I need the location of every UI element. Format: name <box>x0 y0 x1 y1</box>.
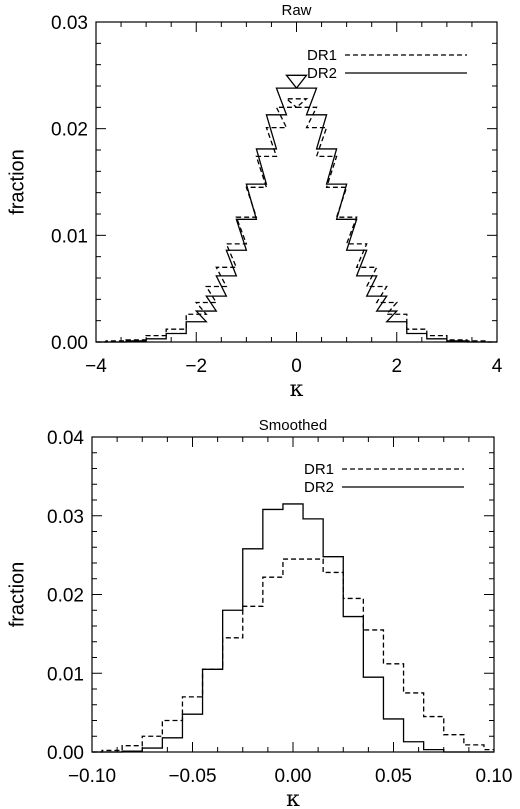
x-tick-label: −4 <box>85 356 107 377</box>
y-tick-label: 0.01 <box>51 226 88 247</box>
smoothed-panel: Smoothed −0.10 −0.05 0.00 0.05 0.10 0.00 0.01 0.… <box>6 417 512 809</box>
series-dr2-line <box>92 503 494 753</box>
y-axis-title: fraction <box>6 562 28 628</box>
legend-label-dr1: DR1 <box>304 461 334 478</box>
y-tick-label: 0.01 <box>47 664 84 685</box>
plot-frame <box>95 21 498 343</box>
raw-panel: Raw −4 −2 0 2 4 0.00 0.01 0.02 0.03 κ fraction DR1DR… <box>6 2 502 402</box>
y-tick-label: 0.00 <box>47 743 84 764</box>
series-dr1-line <box>96 98 497 343</box>
x-tick-label: −0.10 <box>68 766 116 787</box>
x-tick-label: 0 <box>291 356 302 377</box>
y-tick-label: 0.00 <box>51 333 88 354</box>
y-tick-label: 0.03 <box>47 507 84 528</box>
legend-label-dr2: DR2 <box>307 65 337 82</box>
x-axis-title: κ <box>290 377 304 402</box>
series-dr1-line <box>92 558 494 753</box>
y-axis-title: fraction <box>6 149 28 215</box>
y-tick-label: 0.02 <box>47 586 84 607</box>
y-tick-label: 0.03 <box>51 13 88 34</box>
legend-label-dr1: DR1 <box>307 47 337 64</box>
y-tick-label: 0.02 <box>51 120 88 141</box>
x-axis-title: κ <box>286 787 300 809</box>
chart-title: Smoothed <box>259 417 327 434</box>
x-tick-label: 4 <box>492 356 503 377</box>
legend-label-dr2: DR2 <box>304 479 334 496</box>
x-tick-label: 2 <box>391 356 402 377</box>
y-tick-label: 0.04 <box>47 428 84 449</box>
x-tick-label: 0.05 <box>375 766 412 787</box>
x-tick-label: 0.00 <box>275 766 312 787</box>
x-tick-label: 0.10 <box>476 766 513 787</box>
plot-frame <box>91 436 495 753</box>
series-dr2-line <box>96 74 497 343</box>
x-tick-label: −0.05 <box>168 766 216 787</box>
x-tick-label: −2 <box>185 356 207 377</box>
chart-title: Raw <box>281 2 311 19</box>
